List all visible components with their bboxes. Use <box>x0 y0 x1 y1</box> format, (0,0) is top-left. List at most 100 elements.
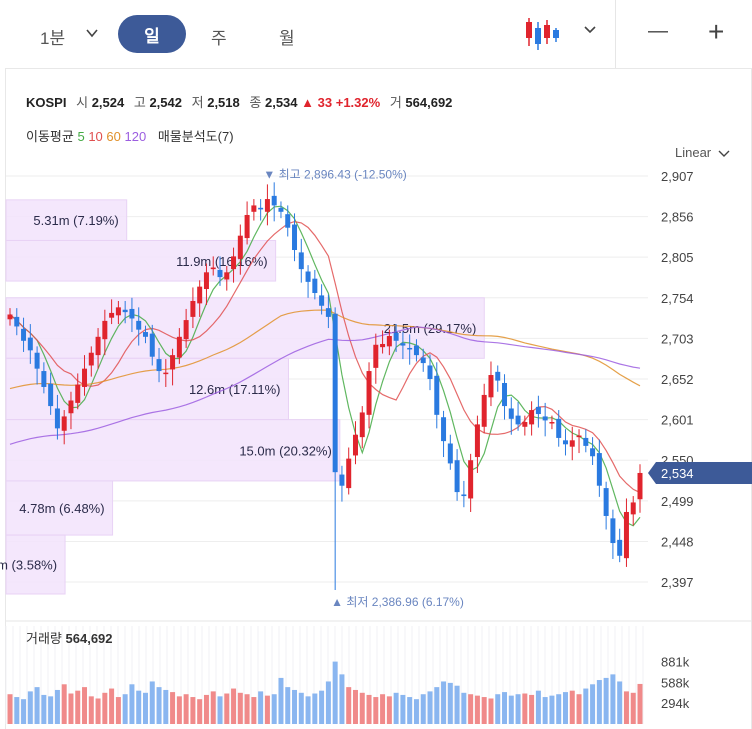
candle-body <box>136 320 142 330</box>
volume-bar <box>95 698 101 724</box>
ma120-line <box>9 326 641 445</box>
candle-body <box>149 333 155 357</box>
chevron-down-icon[interactable] <box>86 29 98 38</box>
candle-body <box>41 371 47 387</box>
candle-body <box>454 460 460 493</box>
volume-profile-bar <box>5 419 341 482</box>
volume-bar <box>271 694 277 724</box>
volume-bar <box>407 697 413 724</box>
volume-profile-label[interactable]: 매물분석도(7) <box>157 129 234 144</box>
change-pct: +1.32% <box>335 95 381 110</box>
ma-label[interactable]: 이동평균 <box>26 129 74 144</box>
tab-month[interactable]: 월 <box>279 29 295 48</box>
candle-body <box>21 328 27 341</box>
volume-bar <box>197 699 203 724</box>
volume-bar <box>630 692 636 724</box>
scale-mode-label: Linear <box>675 145 712 160</box>
chart-type-chevron-icon[interactable] <box>584 26 596 34</box>
volume-profile-bar <box>5 480 114 536</box>
volume-bar <box>285 687 291 724</box>
candle-body <box>285 214 291 228</box>
candle-body <box>217 269 223 278</box>
volume-bar <box>603 677 609 724</box>
y-tick-label: 2,397 <box>661 575 694 590</box>
candle-body <box>122 309 128 313</box>
volume-profile-label: 4.78m (6.48%) <box>19 501 104 516</box>
candle-body <box>623 511 629 559</box>
volume-bar <box>14 697 20 724</box>
volume-bar <box>68 693 74 724</box>
volume-bar <box>312 693 318 724</box>
volume-bar <box>583 688 589 724</box>
symbol: KOSPI <box>26 95 67 110</box>
volume-bar <box>54 689 60 724</box>
candle-body <box>210 267 216 270</box>
close-value: 2,534 <box>264 95 298 110</box>
volume-bar <box>292 689 298 724</box>
y-tick-label: 2,856 <box>661 210 694 225</box>
candle-body <box>109 312 115 318</box>
candle-body <box>34 352 40 369</box>
candle-body <box>237 235 243 259</box>
low-annotation: ▲ 최저 2,386.96 (6.17%) <box>331 595 464 609</box>
high-annotation: ▼ 최고 2,896.43 (-12.50%) <box>263 167 406 181</box>
volume-bar <box>129 684 135 724</box>
volume-bar <box>122 694 128 724</box>
volume-bar <box>447 682 453 724</box>
candle-body <box>508 408 514 419</box>
candle-body <box>495 371 501 381</box>
interval-select[interactable]: 1분 <box>40 29 66 48</box>
candle-body <box>630 502 636 515</box>
candle-body <box>590 448 596 457</box>
candle-body <box>346 458 352 489</box>
candle-body <box>197 286 203 304</box>
candle-body <box>298 252 304 270</box>
volume-bar <box>596 680 602 724</box>
volume-bar <box>176 696 182 724</box>
tab-day[interactable]: 일 <box>118 15 186 53</box>
scale-mode-select[interactable]: Linear <box>675 145 730 160</box>
candle-body <box>244 214 250 239</box>
open-label: 시 <box>76 95 89 110</box>
volume-total: 564,692 <box>65 631 113 646</box>
candle-body <box>102 320 108 340</box>
volume-bar <box>461 692 467 724</box>
candle-body <box>407 347 413 350</box>
y-tick-label: 2,499 <box>661 494 694 509</box>
ma-60: 60 <box>106 129 121 144</box>
volume-bar <box>237 692 243 724</box>
low-label: 저 <box>191 95 204 110</box>
volume-bar <box>298 692 304 724</box>
zoom-out-button[interactable]: — <box>648 20 668 42</box>
candle-body <box>54 408 60 429</box>
volume-bar <box>170 692 176 724</box>
volume-axis-label: 294k <box>661 696 690 711</box>
volume-bar <box>359 692 365 724</box>
volume-bar <box>549 695 555 724</box>
candle-body <box>522 422 528 427</box>
candle-body <box>603 488 609 516</box>
candle-body <box>481 394 487 427</box>
volume-bar <box>556 694 562 724</box>
volume-bar <box>102 692 108 724</box>
tab-week[interactable]: 주 <box>211 29 227 48</box>
zoom-in-button[interactable]: + <box>708 16 725 47</box>
candle-body <box>61 416 67 431</box>
volume-bar <box>325 681 331 724</box>
volume-bar <box>434 687 440 724</box>
high-value: 2,542 <box>149 95 182 110</box>
candle-body <box>549 422 555 424</box>
candle-chart-icon[interactable] <box>526 18 559 50</box>
volume-bar <box>183 694 189 724</box>
candle-body <box>434 375 440 415</box>
volume-bar <box>217 696 223 724</box>
candle-body <box>359 412 365 438</box>
high-label: 고 <box>133 95 146 110</box>
volume-bar <box>373 697 379 724</box>
volume-bar <box>61 684 67 724</box>
candle-body <box>129 308 135 319</box>
candle-body <box>312 278 318 294</box>
volume-bar <box>231 688 237 724</box>
volume-bar <box>380 694 386 724</box>
